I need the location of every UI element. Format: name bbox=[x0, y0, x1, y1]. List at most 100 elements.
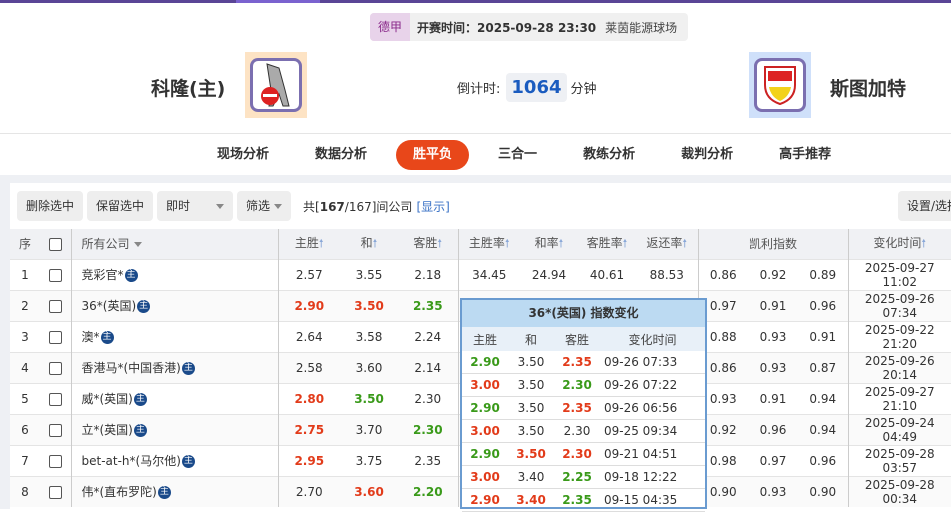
delete-selected-button[interactable]: 删除选中 bbox=[17, 191, 84, 221]
popup-time: 09-26 06:56 bbox=[604, 401, 678, 415]
tab-data-analysis[interactable]: 数据分析 bbox=[315, 146, 368, 162]
row-checkbox[interactable] bbox=[48, 361, 62, 375]
settings-button[interactable]: 设置/选择 bbox=[898, 191, 951, 221]
kelly-away: 0.90 bbox=[798, 475, 849, 507]
table-row[interactable]: 8 伟*(直布罗陀) 主 2.70 3.60 2.20 0.90 0.93 0.9… bbox=[10, 475, 951, 507]
tab-expert-picks[interactable]: 高手推荐 bbox=[779, 146, 832, 162]
sort-up-icon: 🠕 bbox=[921, 236, 927, 250]
show-link[interactable]: [显示] bbox=[416, 199, 450, 214]
kelly-draw: 0.96 bbox=[748, 413, 798, 445]
draw-odds: 3.50 bbox=[340, 382, 398, 414]
venue: 莱茵能源球场 bbox=[605, 20, 678, 35]
col-home[interactable]: 主胜🠕 bbox=[277, 229, 340, 259]
away-team-logo[interactable] bbox=[749, 52, 811, 118]
popup-away: 2.25 bbox=[562, 470, 592, 484]
popup-draw: 3.50 bbox=[517, 401, 545, 415]
row-index: 1 bbox=[10, 258, 40, 290]
sort-up-icon: 🠕 bbox=[318, 236, 324, 250]
company-name[interactable]: 澳* 主 bbox=[70, 320, 278, 352]
col-company[interactable]: 所有公司 bbox=[70, 229, 278, 259]
popup-row: 3.00 3.50 2.30 09-26 07:22 bbox=[462, 374, 705, 397]
home-odds: 2.90 bbox=[277, 289, 340, 321]
row-checkbox-cell[interactable] bbox=[40, 258, 71, 290]
popup-home: 2.90 bbox=[470, 355, 500, 369]
row-checkbox-cell[interactable] bbox=[40, 475, 71, 507]
sort-up-icon: 🠕 bbox=[504, 236, 510, 250]
row-checkbox[interactable] bbox=[48, 485, 62, 499]
home-team-logo[interactable] bbox=[245, 52, 307, 118]
league-badge[interactable]: 德甲 bbox=[370, 13, 411, 41]
kelly-draw: 0.97 bbox=[748, 444, 798, 476]
goat-crest-icon bbox=[261, 63, 290, 107]
vfb-crest-icon bbox=[764, 66, 796, 105]
col-return-rate[interactable]: 返还率🠕 bbox=[636, 229, 698, 259]
tab-1x2[interactable]: 胜平负 bbox=[396, 139, 470, 170]
col-away[interactable]: 客胜🠕 bbox=[398, 229, 458, 259]
row-checkbox-cell[interactable] bbox=[40, 444, 71, 476]
away-rate: 40.61 bbox=[578, 258, 636, 290]
chevron-down-icon bbox=[133, 242, 142, 248]
draw-odds: 3.55 bbox=[340, 258, 398, 290]
col-home-rate[interactable]: 主胜率🠕 bbox=[457, 229, 520, 259]
col-change-time[interactable]: 变化时间🠕 bbox=[847, 229, 951, 259]
tab-three-in-one[interactable]: 三合一 bbox=[498, 146, 538, 162]
row-checkbox[interactable] bbox=[48, 268, 62, 282]
row-checkbox-cell[interactable] bbox=[40, 320, 71, 352]
main-badge-icon: 主 bbox=[181, 362, 195, 375]
company-name[interactable]: 威*(英国) 主 bbox=[70, 382, 278, 414]
col-draw[interactable]: 和🠕 bbox=[340, 229, 398, 259]
company-name[interactable]: 36*(英国) 主 bbox=[70, 289, 278, 321]
kelly-away: 0.87 bbox=[798, 351, 849, 383]
row-checkbox[interactable] bbox=[48, 330, 62, 344]
row-checkbox[interactable] bbox=[48, 423, 62, 437]
popup-draw: 3.40 bbox=[517, 470, 545, 484]
popup-home: 2.90 bbox=[470, 401, 500, 415]
row-checkbox[interactable] bbox=[48, 454, 62, 468]
away-team-name[interactable]: 斯图加特 bbox=[830, 78, 907, 100]
away-odds: 2.18 bbox=[398, 258, 458, 290]
draw-odds: 3.70 bbox=[340, 413, 398, 445]
mode-select[interactable]: 即时 bbox=[157, 191, 234, 221]
company-name[interactable]: 伟*(直布罗陀) 主 bbox=[70, 475, 278, 507]
row-checkbox[interactable] bbox=[48, 392, 62, 406]
col-draw-rate[interactable]: 和率🠕 bbox=[520, 229, 578, 259]
row-index: 2 bbox=[10, 289, 40, 321]
tab-referee-analysis[interactable]: 裁判分析 bbox=[681, 146, 734, 162]
keep-selected-button[interactable]: 保留选中 bbox=[87, 191, 154, 221]
kelly-home: 0.86 bbox=[697, 258, 748, 290]
kelly-away: 0.91 bbox=[798, 320, 849, 352]
filter-button[interactable]: 筛选 bbox=[237, 191, 292, 221]
popup-draw: 3.50 bbox=[517, 424, 545, 438]
row-checkbox-cell[interactable] bbox=[40, 413, 71, 445]
row-checkbox-cell[interactable] bbox=[40, 351, 71, 383]
home-odds: 2.80 bbox=[277, 382, 340, 414]
select-all-checkbox[interactable] bbox=[48, 237, 62, 251]
row-checkbox-cell[interactable] bbox=[40, 382, 71, 414]
popup-home: 3.00 bbox=[470, 424, 500, 438]
sort-up-icon: 🠕 bbox=[622, 236, 628, 250]
kelly-away: 0.94 bbox=[798, 413, 849, 445]
popup-time: 09-15 04:35 bbox=[604, 493, 678, 507]
change-time: 2025-09-26 07:34 bbox=[847, 289, 951, 321]
company-name[interactable]: bet-at-h*(马尔他) 主 bbox=[70, 444, 278, 476]
analysis-nav: 现场分析 数据分析 胜平负 三合一 教练分析 裁判分析 高手推荐 bbox=[0, 133, 951, 175]
sort-up-icon: 🠕 bbox=[437, 236, 443, 250]
countdown-value: 1064 bbox=[506, 73, 567, 102]
popup-header: 主胜和客胜 变化时间 bbox=[462, 327, 705, 351]
company-name[interactable]: 香港马*(中国香港) 主 bbox=[70, 351, 278, 383]
home-odds: 2.57 bbox=[277, 258, 340, 290]
tab-coach-analysis[interactable]: 教练分析 bbox=[583, 146, 636, 162]
company-name[interactable]: 立*(英国) 主 bbox=[70, 413, 278, 445]
return-rate: 88.53 bbox=[636, 258, 698, 290]
table-row[interactable]: 1 竞彩官* 主 2.57 3.55 2.18 34.45 24.94 40.61… bbox=[10, 258, 951, 290]
company-name[interactable]: 竞彩官* 主 bbox=[70, 258, 278, 290]
home-odds: 2.58 bbox=[277, 351, 340, 383]
col-select-all[interactable] bbox=[40, 229, 71, 259]
col-away-rate[interactable]: 客胜率🠕 bbox=[578, 229, 636, 259]
tab-live-analysis[interactable]: 现场分析 bbox=[217, 146, 270, 162]
home-odds: 2.95 bbox=[277, 444, 340, 476]
popup-home: 3.00 bbox=[470, 378, 500, 392]
row-checkbox-cell[interactable] bbox=[40, 289, 71, 321]
row-checkbox[interactable] bbox=[48, 299, 62, 313]
home-team-name[interactable]: 科隆(主) bbox=[151, 78, 226, 100]
